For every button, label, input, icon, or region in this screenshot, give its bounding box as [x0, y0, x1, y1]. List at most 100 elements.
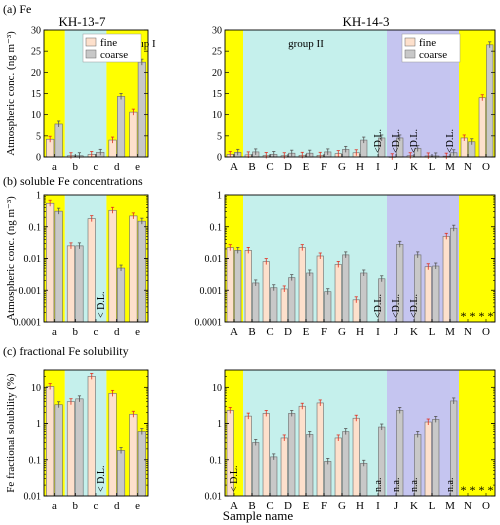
y-tick-label: 1 — [36, 191, 41, 202]
bar-coarse-e — [137, 61, 146, 158]
x-tick-label: A — [230, 500, 238, 512]
x-tick-label: J — [394, 161, 399, 173]
legend-label-fine: fine — [100, 37, 117, 49]
bar-fine-e — [129, 111, 138, 158]
bar-coarse-d — [117, 267, 126, 323]
bar-fine-d — [108, 209, 117, 323]
x-tick-label: G — [338, 500, 346, 512]
x-tick-label: a — [52, 161, 57, 173]
annotation-label: n.a. — [391, 478, 402, 492]
x-tick-label: J — [394, 500, 399, 512]
bar-fine-M — [442, 236, 450, 323]
y-tick-label: 1 — [217, 191, 222, 202]
x-tick-label: G — [338, 161, 346, 173]
bar-fine-D — [280, 288, 288, 323]
annotation-label: <D.L. — [373, 129, 384, 153]
y-tick-label: 20 — [212, 68, 222, 79]
legend-label-fine: fine — [419, 37, 436, 49]
legend-swatch-fine — [404, 37, 416, 47]
bar-fine-E — [298, 247, 306, 323]
bar-coarse-G — [342, 254, 350, 323]
bar-coarse-a — [54, 123, 63, 158]
x-tick-label: N — [464, 500, 472, 512]
y-tick-label: 30 — [212, 26, 222, 37]
x-tick-label: b — [72, 500, 78, 512]
bar-coarse-B — [252, 442, 260, 497]
x-tick-label: H — [356, 161, 364, 173]
bar-coarse-e — [137, 220, 146, 323]
x-tick-label: a — [52, 326, 57, 338]
bar-fine-c — [87, 218, 96, 323]
y-tick-label: 0.1 — [29, 222, 42, 233]
y-tick-label: 1 — [36, 419, 41, 430]
x-tick-label: d — [114, 326, 120, 338]
x-tick-label: c — [94, 326, 99, 338]
x-tick-label: C — [266, 161, 273, 173]
x-tick-label: d — [114, 500, 120, 512]
bar-coarse-F — [324, 461, 332, 497]
bar-fine-E — [298, 405, 306, 497]
y-tick-label: 0.01 — [24, 254, 42, 265]
x-tick-label: c — [94, 161, 99, 173]
y-tick-label: 1 — [217, 419, 222, 430]
bar-fine-H — [352, 299, 360, 323]
bar-fine-L — [424, 421, 432, 497]
group-band — [459, 195, 495, 322]
bar-coarse-M — [450, 227, 458, 323]
annotation-label: < D.L. — [96, 292, 107, 318]
x-tick-label: O — [482, 326, 490, 338]
chart-b-right: <D.L. <D.L. <D.L. * * * * 0.0001 0.001 0.01 0.1 1… — [195, 191, 496, 338]
bar-fine-F — [316, 255, 324, 323]
bar-coarse-C — [270, 287, 278, 323]
group-band — [459, 370, 495, 496]
x-tick-label: M — [445, 161, 455, 173]
x-tick-label: I — [376, 326, 380, 338]
chart-a-right: group IIgroup III<D.L.<D.L.<D.L.<D.L.051… — [212, 26, 496, 173]
group-band — [225, 30, 243, 157]
sample-axis-label: Sample name — [223, 508, 294, 523]
x-tick-label: c — [94, 500, 99, 512]
group-label: group II — [288, 38, 324, 50]
annotation-label: < D.L. — [96, 466, 107, 492]
x-tick-label: C — [266, 500, 273, 512]
y-tick-label: 0 — [36, 153, 41, 164]
x-tick-label: b — [72, 161, 78, 173]
x-tick-label: N — [464, 326, 472, 338]
x-tick-label: B — [248, 161, 255, 173]
legend-label-coarse: coarse — [419, 49, 447, 61]
annotation-label: n.a. — [373, 478, 384, 492]
bar-coarse-F — [324, 291, 332, 323]
bar-fine-b — [66, 245, 75, 323]
bar-coarse-e — [137, 431, 146, 497]
legend-label-coarse: coarse — [100, 49, 128, 61]
y-tick-label: 10 — [212, 110, 222, 121]
x-tick-label: B — [248, 326, 255, 338]
y-tick-label: 0.0001 — [195, 318, 223, 329]
annotation-label: <D.L. — [373, 294, 384, 318]
x-tick-label: N — [464, 161, 472, 173]
annotation-label: <D.L. — [391, 129, 402, 153]
x-tick-label: K — [410, 161, 418, 173]
bar-coarse-A — [234, 250, 242, 323]
annotation-label: n.a. — [409, 478, 420, 492]
x-tick-label: M — [445, 500, 455, 512]
y-tick-label: 0.1 — [29, 455, 42, 466]
bar-coarse-a — [54, 210, 63, 323]
x-tick-label: M — [445, 326, 455, 338]
x-tick-label: O — [482, 161, 490, 173]
bar-fine-e — [129, 215, 138, 323]
bar-coarse-a — [54, 404, 63, 497]
bar-coarse-b — [75, 245, 84, 323]
bar-coarse-E — [306, 434, 314, 497]
x-tick-label: L — [429, 500, 436, 512]
bar-coarse-C — [270, 456, 278, 497]
bar-fine-F — [316, 402, 324, 497]
bar-coarse-L — [432, 265, 440, 323]
x-tick-label: L — [429, 161, 436, 173]
legend-swatch-fine — [85, 37, 97, 47]
panel-b-title: (b) soluble Fe concentrations — [3, 174, 143, 188]
annotation-label: n.a. — [445, 478, 456, 492]
y-tick-label: 10 — [212, 383, 222, 394]
y-tick-label: 0.001 — [200, 286, 223, 297]
y-axis-label: Fe fractional solubility (%) — [5, 373, 17, 493]
